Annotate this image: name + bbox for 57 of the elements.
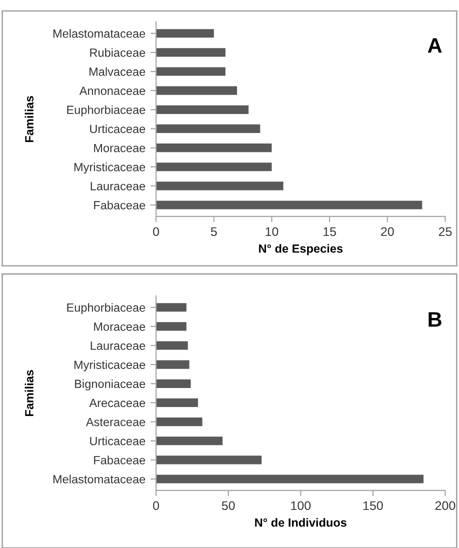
bar: [156, 398, 198, 408]
y-tick-label: Urticaceae: [90, 124, 146, 134]
bar: [156, 436, 223, 446]
y-axis-title: Familias: [24, 96, 34, 142]
bar: [156, 162, 272, 172]
y-tick-label: Asteraceae: [86, 418, 146, 426]
bar: [156, 86, 238, 95]
x-tick-label: 200: [435, 501, 456, 510]
text: B: [428, 312, 442, 327]
y-tick-label: Fabaceae: [94, 456, 146, 464]
y-tick-label: Myristicaceae: [74, 162, 146, 174]
x-tick-label: 5: [210, 227, 217, 236]
bar: [156, 418, 202, 426]
x-tick-label: 50: [222, 501, 235, 510]
bar: [156, 303, 186, 312]
y-axis-title: Familias: [24, 370, 34, 416]
bar: [156, 341, 188, 350]
bar: [156, 124, 260, 134]
bar: [156, 105, 249, 114]
bar: [156, 322, 186, 331]
y-tick-label: Melastomataceae: [53, 474, 146, 484]
bar: [156, 29, 214, 38]
y-tick-label: Malvaceae: [90, 67, 146, 76]
x-axis-title: N° de Individuos: [255, 518, 346, 527]
bar: [156, 379, 191, 388]
bar: [156, 48, 226, 57]
bar: [156, 200, 422, 210]
x-tick-label: 100: [291, 501, 311, 510]
x-tick-label: 0: [153, 501, 160, 510]
bar: [156, 474, 424, 484]
y-tick-label: Annonaceae: [79, 86, 146, 95]
y-tick-label: Myristicaceae: [74, 360, 146, 372]
y-tick-label: Moraceae: [94, 322, 146, 331]
y-tick-label: Bignoniaceae: [75, 379, 146, 390]
bar: [156, 456, 262, 464]
y-tick-label: Urticaceae: [90, 436, 146, 446]
x-axis-title: N° de Especies: [259, 244, 343, 256]
y-tick-label: Lauraceae: [90, 182, 146, 190]
y-tick-label: Euphorbiaceae: [67, 105, 146, 116]
x-tick-label: 20: [381, 227, 394, 236]
y-tick-label: Melastomataceae: [53, 29, 146, 38]
y-tick-label: Lauraceae: [90, 342, 146, 350]
x-tick-label: 10: [266, 227, 278, 236]
bar: [156, 182, 284, 190]
text: A: [428, 38, 442, 53]
x-tick-label: 15: [324, 227, 336, 236]
y-tick-label: Fabaceae: [94, 200, 146, 210]
x-tick-label: 25: [438, 227, 452, 236]
y-tick-label: Rubiaceae: [90, 48, 146, 57]
x-tick-label: 150: [363, 501, 383, 510]
bar: [156, 360, 190, 369]
y-tick-label: Euphorbiaceae: [67, 303, 146, 314]
x-tick-label: 0: [153, 227, 160, 236]
y-tick-label: Moraceae: [94, 144, 146, 152]
bar: [156, 67, 226, 76]
bar: [156, 144, 272, 152]
y-tick-label: Arecaceae: [89, 398, 146, 408]
